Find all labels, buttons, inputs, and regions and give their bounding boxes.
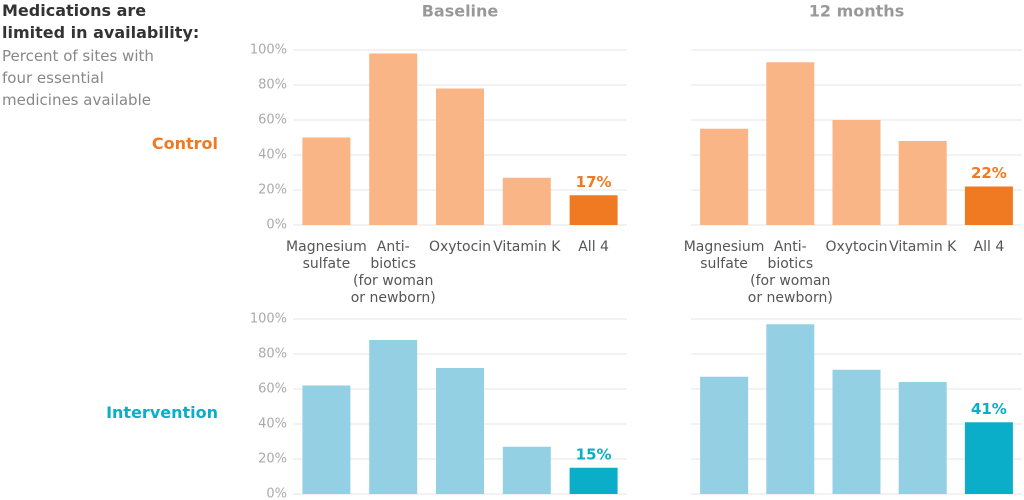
y-tick-label: 20% — [258, 452, 287, 467]
value-label: 15% — [576, 445, 612, 463]
bar — [964, 186, 1013, 225]
x-tick-label: Oxytocin — [825, 239, 887, 255]
x-tick-label: Vitamin K — [889, 239, 957, 255]
y-tick-label: 60% — [258, 113, 287, 128]
x-tick-label: Vitamin K — [493, 239, 561, 255]
bar — [302, 385, 351, 494]
subtitle: Percent of sites with four essential medic… — [2, 47, 154, 109]
x-tick-label: Anti-biotics (for woman or newborn) — [351, 239, 436, 306]
bar — [502, 446, 551, 494]
bar — [832, 369, 881, 494]
bar — [302, 137, 351, 225]
bar — [436, 368, 484, 494]
bar — [700, 128, 749, 225]
bar — [832, 120, 881, 225]
y-tick-label: 40% — [258, 417, 287, 432]
x-tick-label: All 4 — [578, 239, 609, 255]
bar — [369, 53, 418, 225]
bar — [898, 382, 947, 494]
x-tick-label: Magnesium sulfate — [684, 239, 765, 272]
y-tick-label: 20% — [258, 183, 287, 198]
x-tick-label: All 4 — [974, 239, 1005, 255]
bar — [964, 422, 1013, 494]
bar — [436, 88, 484, 225]
bar — [502, 177, 551, 225]
bar — [369, 340, 418, 494]
row-label: Control — [152, 134, 218, 153]
x-tick-label: Anti-biotics (for woman or newborn) — [748, 239, 833, 306]
y-tick-label: 0% — [266, 487, 287, 500]
x-tick-label: Magnesium sulfate — [286, 239, 367, 272]
y-tick-label: 60% — [258, 382, 287, 397]
value-label: 22% — [971, 164, 1007, 182]
x-tick-label: Oxytocin — [429, 239, 491, 255]
y-tick-label: 0% — [266, 218, 287, 233]
column-title: Baseline — [422, 2, 499, 21]
bar — [766, 324, 815, 494]
bar — [569, 195, 618, 225]
title: Medications are limited in availability: — [2, 1, 199, 42]
bar — [569, 467, 618, 494]
bar — [766, 62, 815, 225]
y-tick-label: 100% — [250, 43, 287, 58]
y-tick-label: 40% — [258, 148, 287, 163]
y-tick-label: 100% — [250, 312, 287, 327]
y-tick-label: 80% — [258, 78, 287, 93]
y-tick-label: 80% — [258, 347, 287, 362]
value-label: 17% — [576, 173, 612, 191]
bar — [700, 376, 749, 494]
row-label: Intervention — [106, 403, 218, 422]
value-label: 41% — [971, 400, 1007, 418]
column-title: 12 months — [809, 2, 904, 21]
bar — [898, 141, 947, 225]
